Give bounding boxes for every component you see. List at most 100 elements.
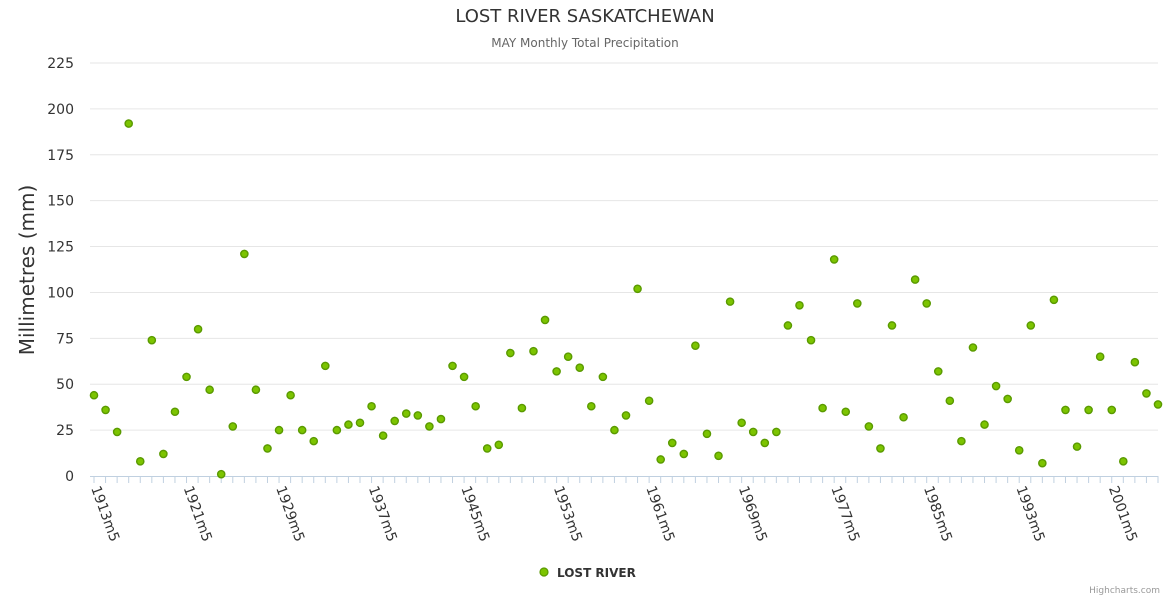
data-point[interactable] [725, 297, 735, 306]
data-point[interactable] [286, 390, 295, 400]
data-point[interactable] [575, 363, 585, 373]
data-point[interactable] [1084, 405, 1093, 415]
data-point[interactable] [552, 367, 561, 376]
data-point[interactable] [112, 427, 122, 437]
data-point[interactable] [714, 451, 723, 461]
data-point[interactable] [182, 372, 191, 382]
data-point[interactable] [702, 429, 712, 439]
data-point[interactable] [321, 361, 330, 371]
data-point[interactable] [1003, 394, 1012, 404]
data-point[interactable] [436, 414, 446, 424]
data-point[interactable] [783, 321, 793, 330]
data-point[interactable] [425, 422, 434, 431]
data-point[interactable] [240, 249, 249, 259]
data-point[interactable] [957, 436, 966, 446]
data-point[interactable] [806, 335, 816, 345]
data-point[interactable] [401, 409, 411, 418]
data-point[interactable] [297, 425, 307, 435]
data-point[interactable] [459, 372, 469, 382]
data-point[interactable] [760, 438, 770, 448]
data-point[interactable] [193, 324, 203, 334]
data-point[interactable] [540, 315, 550, 325]
data-point[interactable] [413, 411, 423, 420]
data-point[interactable] [101, 405, 110, 415]
data-point[interactable] [1038, 458, 1047, 468]
data-point[interactable] [216, 469, 226, 479]
data-point[interactable] [332, 425, 342, 435]
data-point[interactable] [367, 401, 376, 411]
data-point[interactable] [991, 381, 1001, 391]
data-point[interactable] [656, 455, 665, 464]
data-point[interactable] [818, 403, 827, 413]
data-point[interactable] [147, 335, 157, 345]
data-point[interactable] [378, 431, 388, 440]
data-point[interactable] [263, 444, 272, 453]
data-point[interactable] [644, 396, 654, 406]
data-point[interactable] [621, 411, 631, 420]
data-point[interactable] [494, 440, 504, 450]
data-point[interactable] [1119, 457, 1128, 466]
data-point[interactable] [251, 385, 261, 395]
data-point[interactable] [772, 427, 781, 437]
data-point[interactable] [1026, 321, 1036, 330]
data-point[interactable] [482, 444, 492, 453]
data-point[interactable] [135, 457, 145, 466]
data-point[interactable] [448, 361, 457, 371]
data-point[interactable] [980, 420, 989, 429]
data-point[interactable] [587, 401, 596, 411]
data-point[interactable] [563, 352, 573, 361]
data-point[interactable] [968, 343, 978, 352]
legend[interactable]: LOST RIVER [539, 566, 636, 580]
data-point[interactable] [691, 341, 700, 350]
data-point[interactable] [506, 348, 515, 358]
data-point[interactable] [899, 412, 908, 422]
data-point[interactable] [1130, 357, 1140, 367]
data-point[interactable] [737, 418, 746, 428]
data-point[interactable] [471, 401, 480, 411]
data-point[interactable] [945, 396, 955, 406]
data-point[interactable] [124, 119, 133, 128]
data-point[interactable] [829, 255, 839, 264]
data-point[interactable] [1142, 389, 1151, 398]
data-point[interactable] [1049, 295, 1059, 305]
data-point[interactable] [517, 403, 527, 413]
x-axis: 1913m5 1921m5 1929m5 1937m5 1945m5 1953m5 1961… [87, 476, 1159, 544]
data-point[interactable] [1072, 442, 1082, 451]
data-point[interactable] [89, 390, 99, 400]
y-axis-title: Millimetres (mm) [15, 185, 39, 356]
data-point[interactable] [795, 300, 804, 310]
data-point[interactable] [529, 346, 538, 356]
data-point[interactable] [910, 275, 920, 284]
data-point[interactable] [170, 407, 180, 417]
data-point[interactable] [1014, 446, 1024, 455]
data-point[interactable] [667, 438, 677, 448]
legend-label-lost-river[interactable]: LOST RIVER [557, 566, 636, 580]
data-point[interactable] [355, 418, 365, 428]
data-point[interactable] [922, 299, 931, 308]
data-point[interactable] [274, 425, 284, 435]
data-point[interactable] [1107, 405, 1117, 415]
data-point[interactable] [1153, 400, 1163, 409]
data-point[interactable] [1095, 352, 1105, 361]
data-point[interactable] [228, 422, 238, 431]
data-point[interactable] [390, 416, 399, 426]
data-point[interactable] [679, 449, 689, 459]
data-point[interactable] [887, 321, 897, 330]
data-point[interactable] [205, 385, 214, 395]
data-point[interactable] [309, 436, 319, 446]
data-point[interactable] [610, 425, 619, 435]
data-point[interactable] [933, 367, 943, 376]
data-point[interactable] [876, 444, 885, 453]
data-point[interactable] [633, 284, 642, 294]
data-point[interactable] [1061, 405, 1070, 415]
data-point[interactable] [748, 427, 758, 437]
data-point[interactable] [598, 372, 608, 382]
x-tick-label: 1985m5 [920, 484, 955, 544]
data-point[interactable] [864, 422, 874, 431]
data-point[interactable] [159, 449, 168, 459]
y-tick-label: 0 [65, 469, 74, 485]
data-point[interactable] [853, 299, 862, 308]
data-point[interactable] [841, 407, 851, 417]
data-point[interactable] [344, 420, 353, 429]
credits[interactable]: Highcharts.com [1089, 586, 1160, 596]
